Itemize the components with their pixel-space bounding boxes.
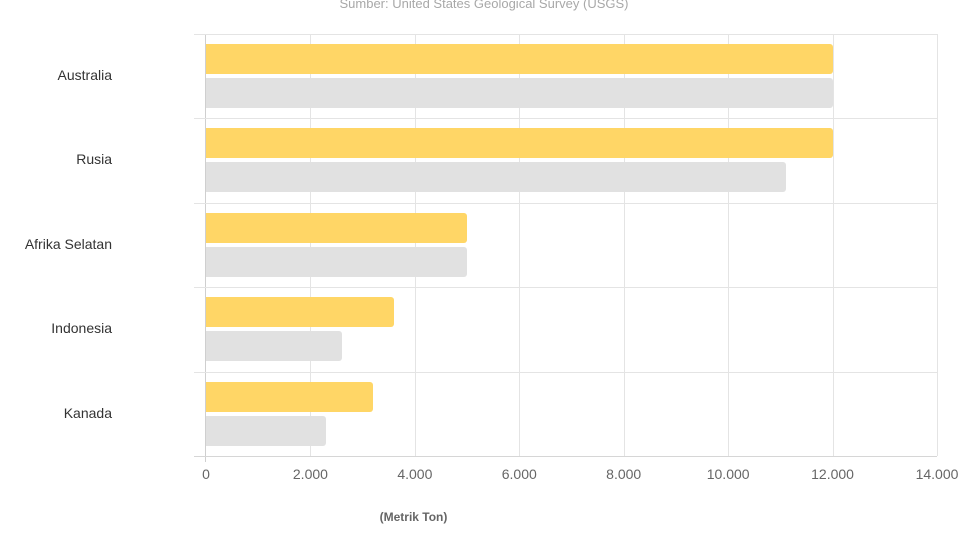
x-tick-label: 12.000 <box>811 466 854 482</box>
category-label: Indonesia <box>51 320 112 337</box>
bar-rusia-series-1[interactable] <box>206 128 833 159</box>
bar-rusia-series-2[interactable] <box>206 162 786 193</box>
gridline-vertical <box>728 34 730 456</box>
bar-kanada-series-2[interactable] <box>206 415 327 446</box>
plot-area <box>194 34 938 462</box>
bar-afrika-selatan-series-1[interactable] <box>206 212 468 243</box>
gridline-horizontal <box>194 34 937 35</box>
gridline-vertical <box>623 34 625 456</box>
gridline-horizontal <box>194 118 937 120</box>
bar-kanada-series-1[interactable] <box>206 381 374 412</box>
chart-subtitle: Sumber: United States Geological Survey … <box>339 0 629 11</box>
category-label: Rusia <box>76 151 112 168</box>
x-tick-label: 0 <box>202 466 210 482</box>
bar-australia-series-2[interactable] <box>206 78 833 108</box>
x-tick-label: 10.000 <box>706 466 750 482</box>
category-label: Afrika Selatan <box>24 235 112 252</box>
bar-indonesia-series-1[interactable] <box>206 297 394 328</box>
x-axis-title: (Metrik Ton) <box>379 510 448 524</box>
x-tick-label: 4.000 <box>397 466 433 482</box>
x-tick-label: 6.000 <box>501 466 537 482</box>
bar-indonesia-series-2[interactable] <box>206 331 342 362</box>
gridline-horizontal <box>194 287 937 289</box>
gridline-horizontal <box>194 202 937 204</box>
category-label: Australia <box>57 67 112 83</box>
y-axis-line <box>205 34 206 462</box>
x-tick-label: 8.000 <box>606 466 642 482</box>
gridline-horizontal <box>194 371 937 373</box>
gridline-vertical <box>414 34 416 456</box>
x-axis-line <box>194 456 937 457</box>
gridline-vertical <box>832 34 834 456</box>
category-label: Kanada <box>63 404 112 421</box>
gridline-vertical <box>310 34 312 456</box>
x-tick-label: 2.000 <box>292 466 328 482</box>
gridline-vertical <box>937 34 938 456</box>
bar-afrika-selatan-series-2[interactable] <box>206 246 468 277</box>
x-tick-label: 14.000 <box>915 466 959 482</box>
bar-australia-series-1[interactable] <box>206 44 833 74</box>
gridline-vertical <box>519 34 521 456</box>
